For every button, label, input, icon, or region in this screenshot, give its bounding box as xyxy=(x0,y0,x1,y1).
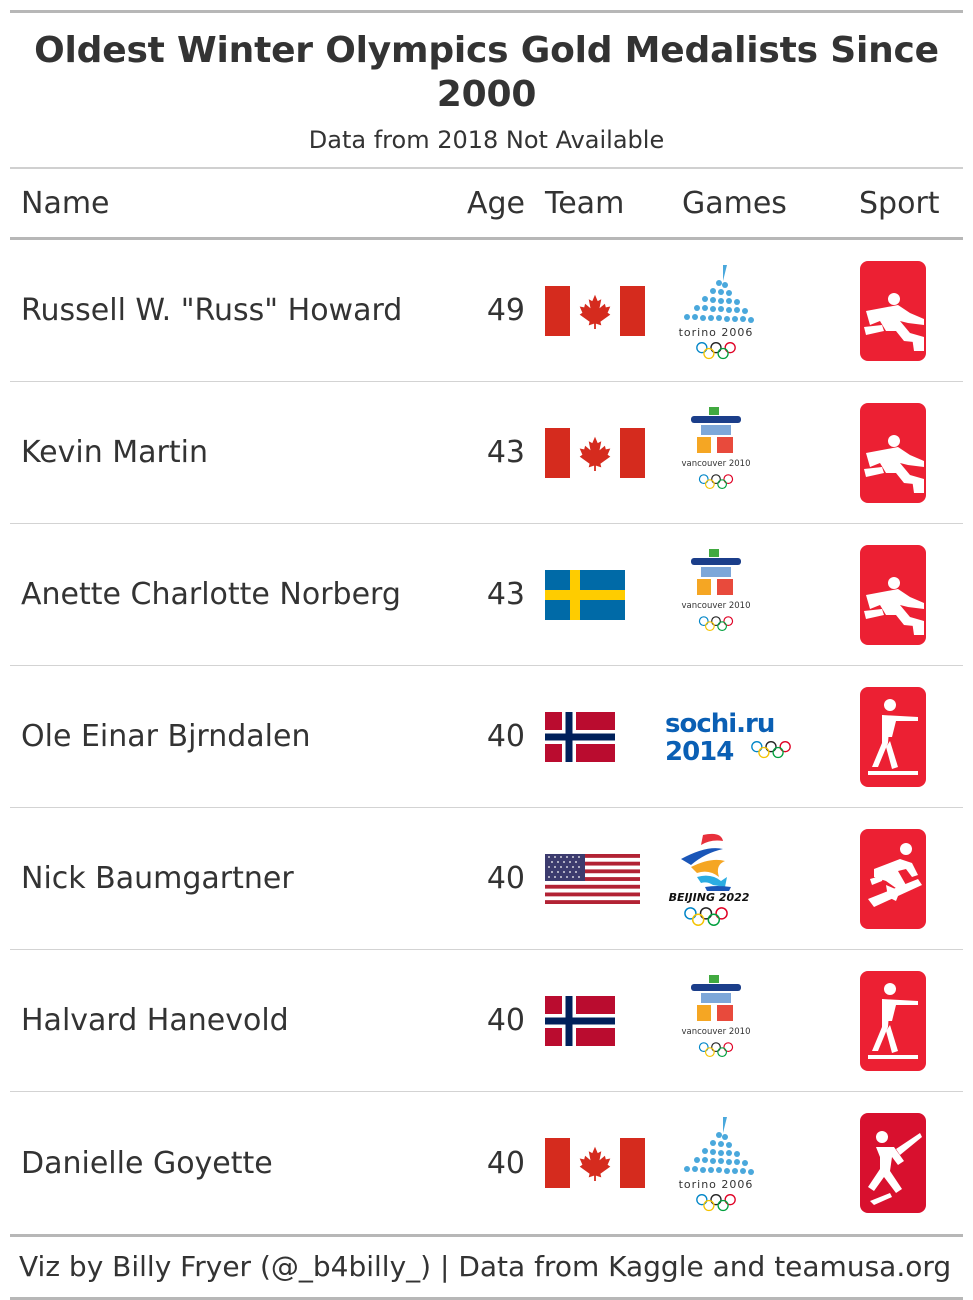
team-cell xyxy=(525,569,661,620)
column-header-games: Games xyxy=(682,185,787,221)
table-container: Oldest Winter Olympics Gold Medalists Si… xyxy=(10,10,963,1300)
table-row: Ole Einar Bjrndalen 40 sochi.ru 2014 xyxy=(10,666,963,808)
athlete-name: Nick Baumgartner xyxy=(21,861,294,896)
athlete-name: Anette Charlotte Norberg xyxy=(21,577,401,612)
torino-logo-text: torino 2006 xyxy=(679,326,754,339)
athlete-name: Russell W. "Russ" Howard xyxy=(21,293,403,328)
ice-hockey-icon xyxy=(860,1113,926,1213)
team-cell xyxy=(525,285,661,336)
table-body: Russell W. "Russ" Howard 49 xyxy=(10,240,963,1234)
games-cell: vancouver 2010 xyxy=(661,971,837,1071)
sport-cell xyxy=(837,970,963,1071)
games-cell: BEIJING 2022 xyxy=(661,829,837,929)
curling-icon xyxy=(860,402,926,503)
athlete-age: 49 xyxy=(486,293,525,328)
athlete-age: 43 xyxy=(486,577,525,612)
biathlon-icon xyxy=(860,970,926,1071)
games-cell: sochi.ru 2014 xyxy=(661,702,837,772)
column-header-sport: Sport xyxy=(859,185,940,221)
curling-icon xyxy=(860,260,926,361)
games-cell: vancouver 2010 xyxy=(661,545,837,645)
torino-logo-text: torino 2006 xyxy=(679,1178,754,1191)
table-header: Name Age Team Games Sport xyxy=(10,169,963,237)
table-row: Anette Charlotte Norberg 43 vancouver xyxy=(10,524,963,666)
sport-cell xyxy=(837,686,963,787)
athlete-age: 43 xyxy=(486,435,525,470)
team-cell xyxy=(525,853,661,904)
sport-cell xyxy=(837,544,963,645)
sport-cell xyxy=(837,1113,963,1213)
vancouver-2010-logo-icon: vancouver 2010 xyxy=(682,406,751,489)
athlete-age: 40 xyxy=(486,861,525,896)
torino-2006-logo-icon: torino 2006 xyxy=(679,264,754,359)
team-cell xyxy=(525,427,661,478)
athlete-name: Halvard Hanevold xyxy=(21,1003,289,1038)
header-bottom-rule xyxy=(10,237,963,240)
athlete-name: Kevin Martin xyxy=(21,435,208,470)
vancouver-2010-logo-icon: vancouver 2010 xyxy=(682,548,751,631)
snowboard-icon xyxy=(860,828,926,929)
top-rule xyxy=(10,10,963,13)
sport-cell xyxy=(837,828,963,929)
norway-flag-icon xyxy=(545,995,615,1046)
torino-2006-logo-icon: torino 2006 xyxy=(679,1117,754,1212)
table-row: Nick Baumgartner 40 xyxy=(10,808,963,950)
team-cell xyxy=(525,711,661,762)
canada-flag-icon xyxy=(545,1138,645,1188)
vancouver-logo-text: vancouver 2010 xyxy=(682,601,751,611)
biathlon-icon xyxy=(860,686,926,787)
beijing-logo-text: BEIJING 2022 xyxy=(669,891,750,904)
games-cell: vancouver 2010 xyxy=(661,403,837,503)
sport-cell xyxy=(837,402,963,503)
column-header-team: Team xyxy=(545,185,625,221)
athlete-age: 40 xyxy=(486,1003,525,1038)
footer-credits: Viz by Billy Fryer (@_b4billy_) | Data f… xyxy=(19,1250,952,1283)
athlete-age: 40 xyxy=(486,1145,525,1181)
table-row: Halvard Hanevold 40 xyxy=(10,950,963,1092)
column-header-age: Age xyxy=(466,185,525,221)
vancouver-logo-text: vancouver 2010 xyxy=(682,1027,751,1037)
page-title: Oldest Winter Olympics Gold Medalists Si… xyxy=(34,30,939,115)
canada-flag-icon xyxy=(545,427,645,478)
vancouver-2010-logo-icon: vancouver 2010 xyxy=(682,974,751,1057)
sochi-2014-logo-icon: sochi.ru 2014 xyxy=(665,709,791,767)
canada-flag-icon xyxy=(545,285,645,336)
usa-flag-icon xyxy=(545,853,640,904)
header-top-rule xyxy=(10,167,963,169)
column-header-name: Name xyxy=(21,185,110,221)
curling-icon xyxy=(860,544,926,645)
games-cell: torino 2006 xyxy=(661,261,837,361)
table-row: Russell W. "Russ" Howard 49 xyxy=(10,240,963,382)
vancouver-logo-text: vancouver 2010 xyxy=(682,459,751,469)
sochi-logo-text-bottom: 2014 xyxy=(665,737,733,767)
athlete-age: 40 xyxy=(486,719,525,754)
sweden-flag-icon xyxy=(545,569,625,620)
sochi-logo-text-top: sochi.ru xyxy=(665,709,774,739)
athlete-name: Danielle Goyette xyxy=(21,1145,273,1181)
sport-cell xyxy=(837,260,963,361)
team-cell xyxy=(525,1138,661,1188)
footer-top-rule xyxy=(10,1234,963,1237)
table-row: Kevin Martin 43 vancouver xyxy=(10,382,963,524)
table-row: Danielle Goyette 40 xyxy=(10,1092,963,1234)
beijing-2022-logo-icon: BEIJING 2022 xyxy=(669,833,750,926)
games-cell: torino 2006 xyxy=(661,1113,837,1213)
norway-flag-icon xyxy=(545,711,615,762)
team-cell xyxy=(525,995,661,1046)
page-subtitle: Data from 2018 Not Available xyxy=(308,126,665,154)
athlete-name: Ole Einar Bjrndalen xyxy=(21,719,311,754)
